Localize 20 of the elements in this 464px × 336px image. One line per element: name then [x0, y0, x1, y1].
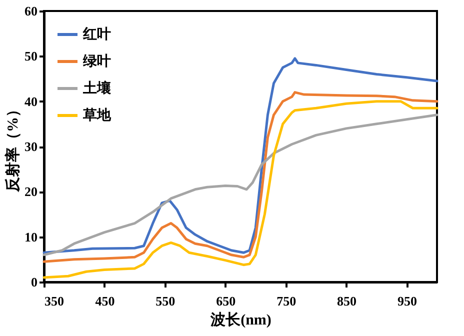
- y-tick-label: 0: [31, 274, 38, 290]
- x-tick-label: 350: [44, 294, 64, 308]
- x-tick-label: 950: [398, 294, 418, 308]
- y-tick-label: 20: [24, 184, 38, 200]
- y-tick-label: 30: [24, 139, 38, 154]
- legend-label: 草地: [82, 108, 112, 124]
- legend-label: 土壤: [82, 80, 112, 96]
- x-tick-label: 450: [95, 294, 115, 308]
- legend-label: 绿叶: [82, 54, 111, 70]
- x-axis-title: 波长(nm): [210, 312, 272, 328]
- y-tick-label: 50: [24, 48, 38, 64]
- y-tick-label: 60: [24, 4, 38, 18]
- legend-label: 红叶: [82, 26, 111, 42]
- y-axis-title: 反射率（%）: [4, 102, 22, 193]
- y-tick-label: 40: [24, 94, 38, 109]
- x-tick-label: 650: [216, 294, 236, 308]
- x-tick-label: 750: [276, 294, 296, 308]
- x-tick-label: 850: [337, 294, 357, 308]
- y-tick-label: 10: [24, 229, 38, 244]
- x-tick-label: 550: [156, 294, 176, 308]
